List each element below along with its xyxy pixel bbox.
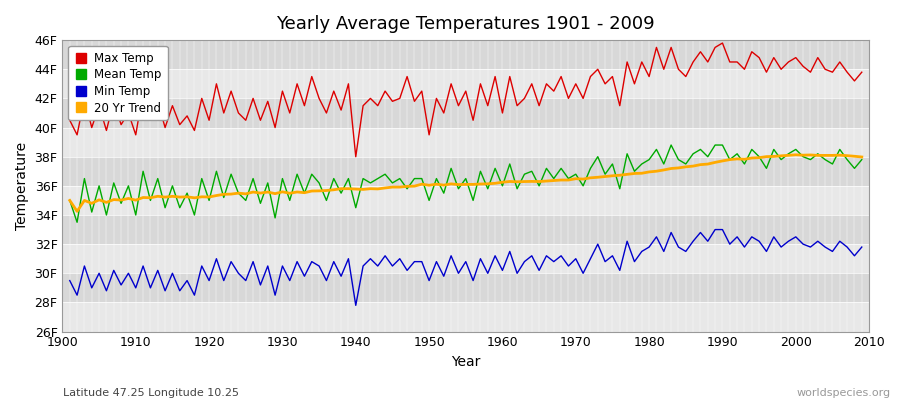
Bar [62,128,869,157]
Text: Latitude 47.25 Longitude 10.25: Latitude 47.25 Longitude 10.25 [63,388,239,398]
Bar [62,273,869,302]
Title: Yearly Average Temperatures 1901 - 2009: Yearly Average Temperatures 1901 - 2009 [276,15,655,33]
Legend: Max Temp, Mean Temp, Min Temp, 20 Yr Trend: Max Temp, Mean Temp, Min Temp, 20 Yr Tre… [68,46,167,120]
Bar [62,186,869,215]
X-axis label: Year: Year [451,355,481,369]
Bar [62,157,869,186]
Text: worldspecies.org: worldspecies.org [796,388,891,398]
Bar [62,98,869,128]
Y-axis label: Temperature: Temperature [15,142,29,230]
Bar [62,69,869,98]
Bar [62,244,869,273]
Bar [62,302,869,332]
Bar [62,215,869,244]
Bar [62,40,869,69]
